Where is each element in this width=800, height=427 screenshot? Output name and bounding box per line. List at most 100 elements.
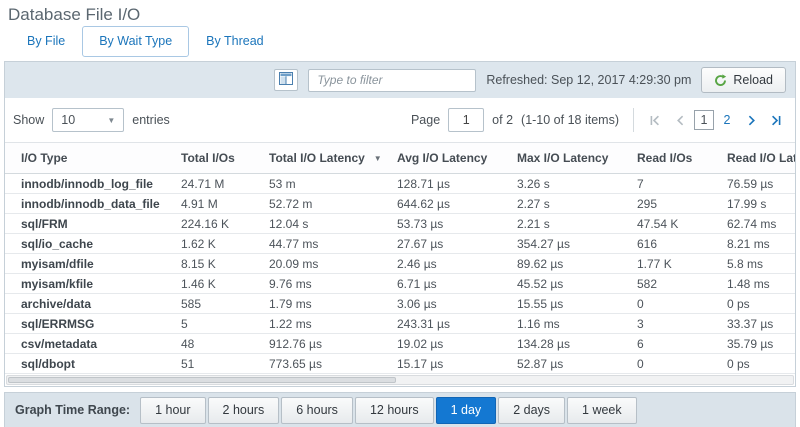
first-page-icon[interactable] <box>644 109 666 131</box>
column-header-label: Read I/Os <box>637 151 693 165</box>
column-header-label: I/O Type <box>21 151 68 165</box>
column-header[interactable]: Read I/O Latency▼ <box>711 142 795 174</box>
table-row[interactable]: myisam/kfile 1.46 K 9.76 ms 6.71 µs 45.5… <box>5 273 795 294</box>
chevron-down-icon: ▼ <box>107 115 116 125</box>
refreshed-timestamp: Refreshed: Sep 12, 2017 4:29:30 pm <box>486 73 692 87</box>
time-range-button[interactable]: 2 days <box>498 396 566 424</box>
page-label: Page <box>410 113 441 127</box>
page-number[interactable]: 1 <box>694 110 714 130</box>
cell-read-ios: 616 <box>621 233 711 254</box>
cell-max-latency: 354.27 µs <box>501 233 621 254</box>
cell-read-ios: 0 <box>621 353 711 374</box>
io-table: I/O Type▼Total I/Os▼ Total I/O Latency ▼Av… <box>5 142 795 374</box>
column-header-label: Total I/O Latency <box>269 151 365 165</box>
table-row[interactable]: innodb/innodb_data_file 4.91 M 52.72 m 6… <box>5 193 795 214</box>
tab[interactable]: By Wait Type <box>82 26 190 57</box>
cell-read-latency: 0 ps <box>711 293 795 314</box>
cell-read-latency: 1.48 ms <box>711 273 795 294</box>
table-row[interactable]: myisam/dfile 8.15 K 20.09 ms 2.46 µs 89.… <box>5 253 795 274</box>
table-row[interactable]: sql/ERRMSG 5 1.22 ms 243.31 µs 1.16 ms 3… <box>5 313 795 334</box>
cell-io-type: archive/data <box>5 293 165 314</box>
tab[interactable]: By Thread <box>206 34 264 48</box>
table-header-row: I/O Type▼Total I/Os▼ Total I/O Latency ▼Av… <box>5 142 795 174</box>
column-header-label: Total I/Os <box>181 151 235 165</box>
cell-avg-latency: 2.46 µs <box>381 253 501 274</box>
cell-max-latency: 2.21 s <box>501 213 621 234</box>
show-label: Show <box>13 113 45 127</box>
cell-total-latency: 912.76 µs <box>253 333 381 354</box>
cell-total-ios: 585 <box>165 293 253 314</box>
cell-max-latency: 15.55 µs <box>501 293 621 314</box>
table-row[interactable]: innodb/innodb_log_file 24.71 M 53 m 128.… <box>5 173 795 194</box>
table-row[interactable]: sql/io_cache 1.62 K 44.77 ms 27.67 µs 35… <box>5 233 795 254</box>
cell-max-latency: 45.52 µs <box>501 273 621 294</box>
cell-read-latency: 0 ps <box>711 353 795 374</box>
table-row[interactable]: csv/metadata 48 912.76 µs 19.02 µs 134.2… <box>5 333 795 354</box>
sort-desc-icon: ▼ <box>373 154 381 163</box>
cell-total-latency: 12.04 s <box>253 213 381 234</box>
cell-max-latency: 52.87 µs <box>501 353 621 374</box>
cell-avg-latency: 128.71 µs <box>381 173 501 194</box>
time-range-button[interactable]: 12 hours <box>354 396 434 424</box>
time-range-button[interactable]: 2 hours <box>207 396 280 424</box>
cell-max-latency: 1.16 ms <box>501 313 621 334</box>
column-header[interactable]: Read I/Os▼ <box>621 142 711 174</box>
tab[interactable]: By File <box>27 34 66 48</box>
column-header[interactable]: Total I/O Latency ▼ <box>253 142 381 174</box>
cell-io-type: sql/ERRMSG <box>5 313 165 334</box>
time-range-button[interactable]: 1 hour <box>140 396 206 424</box>
time-range-button[interactable]: 1 day <box>435 396 497 424</box>
previous-page-icon[interactable] <box>669 109 691 131</box>
cell-read-latency: 35.79 µs <box>711 333 795 354</box>
io-table-wrap: I/O Type▼Total I/Os▼ Total I/O Latency ▼Av… <box>5 142 795 374</box>
cell-avg-latency: 27.67 µs <box>381 233 501 254</box>
time-range-button[interactable]: 1 week <box>567 396 637 424</box>
filter-input[interactable] <box>308 68 477 92</box>
page-count-label: of 2 <box>492 113 514 127</box>
table-controls: Show 10 ▼ entries Page of 2 (1-10 of 18 … <box>5 98 795 142</box>
horizontal-scrollbar[interactable] <box>6 375 794 385</box>
cell-total-latency: 20.09 ms <box>253 253 381 274</box>
next-page-icon[interactable] <box>740 109 762 131</box>
column-header[interactable]: Avg I/O Latency▼ <box>381 142 501 174</box>
cell-max-latency: 134.28 µs <box>501 333 621 354</box>
cell-io-type: sql/io_cache <box>5 233 165 254</box>
cell-total-ios: 1.46 K <box>165 273 253 294</box>
table-row[interactable]: archive/data 585 1.79 ms 3.06 µs 15.55 µ… <box>5 293 795 314</box>
column-header[interactable]: I/O Type▼ <box>5 142 165 174</box>
cell-avg-latency: 53.73 µs <box>381 213 501 234</box>
cell-read-ios: 3 <box>621 313 711 334</box>
cell-avg-latency: 3.06 µs <box>381 293 501 314</box>
page-title: Database File I/O <box>8 5 141 24</box>
cell-read-ios: 7 <box>621 173 711 194</box>
cell-read-latency: 17.99 s <box>711 193 795 214</box>
page-size-select[interactable]: 10 ▼ <box>52 108 125 132</box>
reload-button[interactable]: Reload <box>701 67 786 93</box>
page-number-input[interactable] <box>448 108 485 132</box>
pagination-group: Page of 2 (1-10 of 18 items) <box>411 108 787 132</box>
cell-max-latency: 89.62 µs <box>501 253 621 274</box>
time-range-button[interactable]: 6 hours <box>281 396 353 424</box>
cell-total-ios: 48 <box>165 333 253 354</box>
cell-total-ios: 1.62 K <box>165 233 253 254</box>
cell-total-latency: 53 m <box>253 173 381 194</box>
scrollbar-thumb[interactable] <box>8 377 396 383</box>
cell-read-ios: 295 <box>621 193 711 214</box>
cell-io-type: sql/dbopt <box>5 353 165 374</box>
table-row[interactable]: sql/dbopt 51 773.65 µs 15.17 µs 52.87 µs… <box>5 353 795 374</box>
reload-icon <box>714 73 727 87</box>
cell-total-ios: 4.91 M <box>165 193 253 214</box>
column-header[interactable]: Total I/Os▼ <box>165 142 253 174</box>
table-row[interactable]: sql/FRM 224.16 K 12.04 s 53.73 µs 2.21 s… <box>5 213 795 234</box>
column-filter-button[interactable] <box>274 69 299 91</box>
cell-total-latency: 9.76 ms <box>253 273 381 294</box>
column-header[interactable]: Max I/O Latency▼ <box>501 142 621 174</box>
cell-io-type: sql/FRM <box>5 213 165 234</box>
last-page-icon[interactable] <box>765 109 787 131</box>
cell-read-latency: 8.21 ms <box>711 233 795 254</box>
column-header-label: Read I/O Latency <box>727 151 795 165</box>
table-columns-icon <box>279 72 294 88</box>
page-number[interactable]: 2 <box>723 113 731 127</box>
cell-total-latency: 44.77 ms <box>253 233 381 254</box>
